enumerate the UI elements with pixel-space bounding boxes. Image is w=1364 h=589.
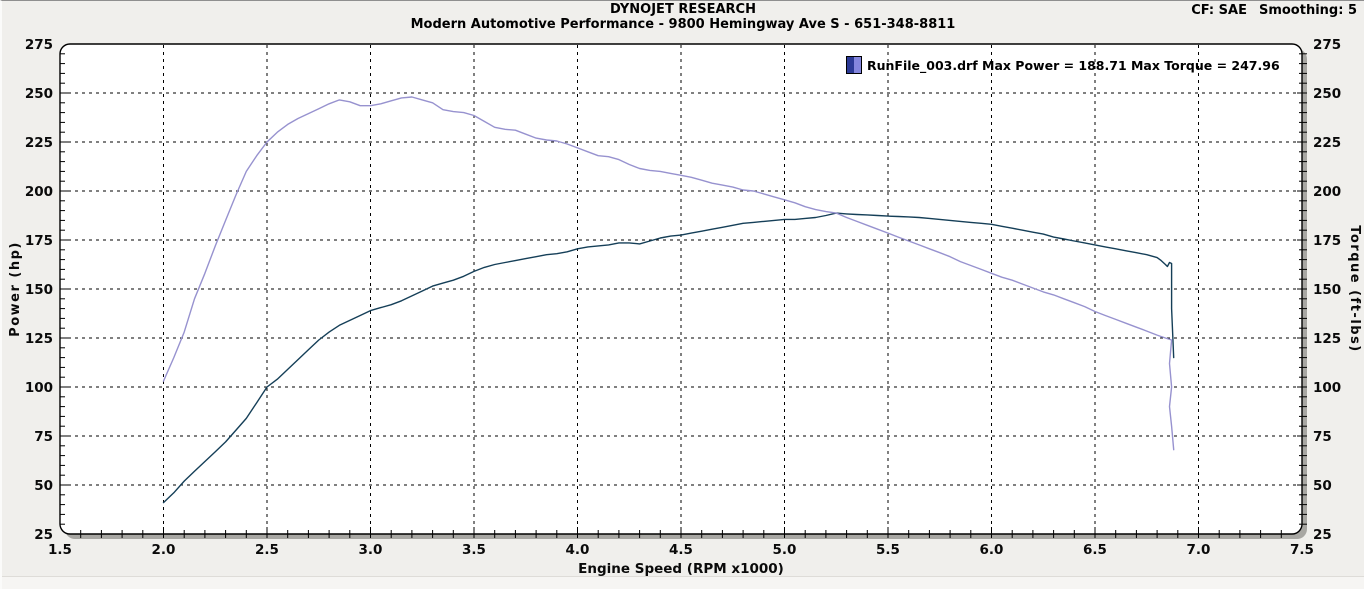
x-axis-title: Engine Speed (RPM x1000) — [578, 561, 784, 577]
svg-text:125: 125 — [25, 331, 53, 347]
svg-text:50: 50 — [1313, 478, 1332, 494]
svg-text:150: 150 — [1313, 282, 1341, 298]
legend-run-text: RunFile_003.drf Max Power = 188.71 Max T… — [867, 57, 1280, 73]
svg-text:50: 50 — [34, 478, 53, 494]
power-curve — [162, 212, 1175, 504]
svg-text:150: 150 — [25, 282, 53, 298]
svg-text:2.0: 2.0 — [152, 542, 176, 558]
torque-curve — [162, 96, 1175, 451]
svg-text:3.0: 3.0 — [359, 542, 383, 558]
svg-text:7.5: 7.5 — [1290, 542, 1314, 558]
svg-text:275: 275 — [1313, 37, 1341, 53]
svg-text:250: 250 — [25, 86, 53, 102]
right-axis-title: Torque (ft-lbs) — [1347, 225, 1362, 353]
svg-text:6.0: 6.0 — [980, 542, 1004, 558]
svg-text:125: 125 — [1313, 331, 1341, 347]
svg-text:4.0: 4.0 — [566, 542, 590, 558]
run-color-swatch-icon — [846, 56, 862, 74]
svg-text:25: 25 — [1313, 527, 1332, 543]
left-axis-title: Power (hp) — [8, 241, 23, 337]
svg-text:250: 250 — [1313, 86, 1341, 102]
svg-text:6.5: 6.5 — [1083, 542, 1107, 558]
svg-text:2.5: 2.5 — [255, 542, 279, 558]
chart-subtitle: Modern Automotive Performance - 9800 Hem… — [410, 17, 956, 32]
svg-text:200: 200 — [1313, 184, 1341, 200]
svg-text:100: 100 — [25, 380, 53, 396]
legend-run-entry: RunFile_003.drf Max Power = 188.71 Max T… — [846, 56, 1280, 74]
svg-text:225: 225 — [1313, 135, 1341, 151]
correction-info: CF: SAE Smoothing: 5 — [1191, 3, 1357, 18]
axis-ticks — [60, 53, 1307, 538]
grid — [61, 45, 1301, 533]
smoothing-label: Smoothing: 5 — [1258, 3, 1357, 18]
svg-text:200: 200 — [25, 184, 53, 200]
svg-text:75: 75 — [1313, 429, 1332, 445]
svg-text:175: 175 — [25, 233, 53, 249]
svg-text:5.0: 5.0 — [773, 542, 797, 558]
svg-text:3.5: 3.5 — [462, 542, 486, 558]
svg-text:75: 75 — [34, 429, 53, 445]
svg-text:1.5: 1.5 — [48, 542, 72, 558]
window-bottom-edge — [2, 576, 1364, 589]
svg-text:225: 225 — [25, 135, 53, 151]
chart-header: DYNOJET RESEARCH Modern Automotive Perfo… — [2, 2, 1364, 32]
chart-title: DYNOJET RESEARCH — [610, 2, 756, 17]
correction-factor-label: CF: SAE — [1191, 3, 1247, 18]
svg-text:175: 175 — [1313, 233, 1341, 249]
svg-text:4.5: 4.5 — [669, 542, 693, 558]
svg-text:25: 25 — [34, 527, 53, 543]
svg-text:275: 275 — [25, 37, 53, 53]
svg-text:5.5: 5.5 — [876, 542, 900, 558]
svg-text:100: 100 — [1313, 380, 1341, 396]
svg-text:7.0: 7.0 — [1187, 542, 1211, 558]
